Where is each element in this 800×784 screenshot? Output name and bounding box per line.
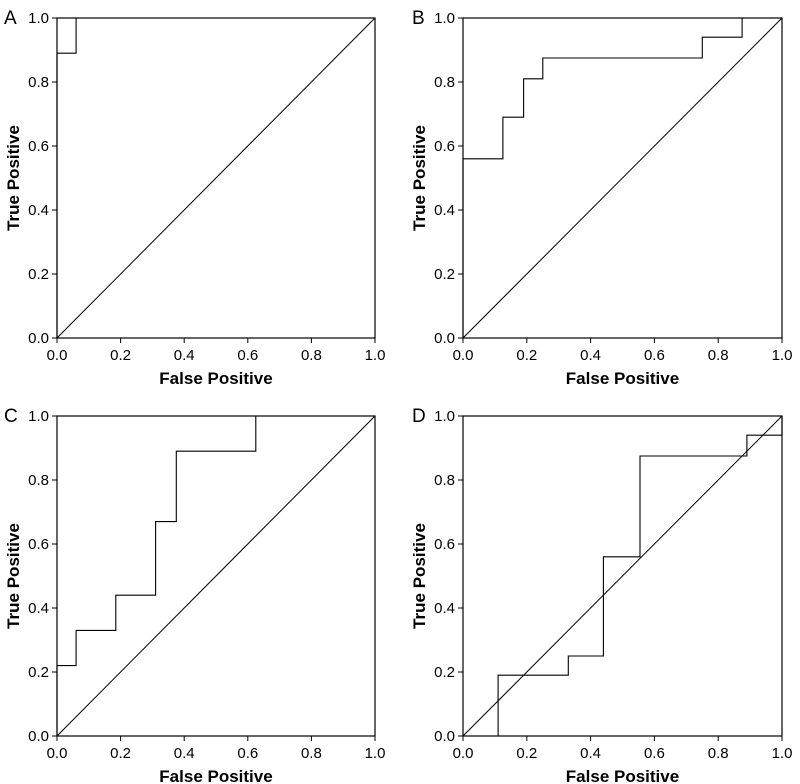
y-tick-label: 0.2: [28, 664, 49, 681]
x-tick-label: 0.2: [516, 347, 537, 364]
x-tick-label: 0.2: [110, 745, 131, 762]
x-tick-label: 0.0: [47, 347, 68, 364]
y-tick-label: 0.4: [434, 202, 455, 219]
roc-panel-a: A 0.0 0.2 0.4 0.6 0.8 1.0 0.0 0.2 0.4 0.6 0.8 1.0 Fal…: [4, 8, 385, 388]
x-tick-label: 0.8: [708, 745, 729, 762]
panel-label: A: [4, 8, 17, 29]
reference-diagonal-line: [462, 415, 783, 737]
x-tick-label: 1.0: [365, 347, 386, 364]
x-tick-label: 0.2: [516, 745, 537, 762]
x-tick-label: 1.0: [772, 347, 793, 364]
roc-curve: [56, 415, 375, 736]
y-tick-label: 0.2: [28, 266, 49, 283]
y-tick-label: 0.8: [28, 74, 49, 91]
y-tick-label: 1.0: [434, 10, 455, 27]
y-tick-label: 0.8: [434, 74, 455, 91]
roc-curve: [462, 17, 782, 338]
y-tick-label: 0.6: [28, 138, 49, 155]
x-tick-label: 1.0: [365, 745, 386, 762]
y-tick-label: 0.8: [434, 472, 455, 489]
x-tick-label: 0.4: [580, 745, 601, 762]
y-tick-label: 0.0: [434, 330, 455, 347]
y-tick-label: 1.0: [28, 10, 49, 27]
x-tick-label: 0.6: [644, 347, 665, 364]
roc-curve: [463, 416, 783, 737]
x-tick-label: 0.2: [110, 347, 131, 364]
x-tick-label: 0.0: [453, 745, 474, 762]
y-axis-title: True Positive: [4, 523, 23, 629]
x-tick-label: 0.0: [47, 745, 68, 762]
y-tick-label: 0.2: [434, 266, 455, 283]
roc-curve: [56, 17, 375, 338]
x-tick-label: 1.0: [772, 745, 793, 762]
roc-panel-b: B 0.0 0.2 0.4 0.6 0.8 1.0 0.0 0.2 0.4 0.6 0.8 1.0 Fal…: [410, 8, 792, 388]
x-tick-label: 0.8: [301, 745, 322, 762]
y-tick-label: 0.6: [434, 536, 455, 553]
x-tick-label: 0.6: [237, 745, 258, 762]
y-tick-label: 0.6: [434, 138, 455, 155]
y-tick-label: 0.2: [434, 664, 455, 681]
y-axis-title: True Positive: [410, 125, 429, 231]
x-tick-label: 0.4: [580, 347, 601, 364]
y-axis-title: True Positive: [410, 523, 429, 629]
y-tick-label: 0.8: [28, 472, 49, 489]
x-axis-title: False Positive: [566, 369, 679, 388]
y-tick-label: 0.4: [28, 202, 49, 219]
reference-diagonal-line: [462, 17, 783, 339]
x-axis-title: False Positive: [566, 767, 679, 784]
y-axis-title: True Positive: [4, 125, 23, 231]
plot-frame: [56, 415, 376, 737]
x-axis-title: False Positive: [159, 369, 272, 388]
y-tick-label: 1.0: [28, 408, 49, 425]
x-tick-label: 0.8: [301, 347, 322, 364]
x-tick-label: 0.0: [453, 347, 474, 364]
x-tick-label: 0.4: [174, 347, 195, 364]
reference-diagonal-line: [56, 17, 376, 339]
panel-label: C: [4, 406, 18, 427]
roc-panel-d: D 0.0 0.2 0.4 0.6 0.8 1.0 0.0 0.2 0.4 0.6 0.8 1.0 Fal…: [410, 406, 792, 784]
x-tick-label: 0.8: [708, 347, 729, 364]
x-tick-label: 0.4: [174, 745, 195, 762]
y-tick-label: 0.4: [28, 600, 49, 617]
reference-diagonal-line: [56, 415, 376, 737]
x-tick-label: 0.6: [237, 347, 258, 364]
roc-panel-c: C 0.0 0.2 0.4 0.6 0.8 1.0 0.0 0.2 0.4 0.6 0.8 1.0 Fal…: [4, 406, 385, 784]
plot-frame: [462, 415, 783, 737]
panel-label: B: [412, 8, 425, 29]
x-axis-title: False Positive: [159, 767, 272, 784]
y-tick-label: 0.0: [434, 728, 455, 745]
y-tick-label: 0.4: [434, 600, 455, 617]
panel-label: D: [412, 406, 426, 427]
y-tick-label: 1.0: [434, 408, 455, 425]
y-tick-label: 0.0: [28, 728, 49, 745]
x-tick-label: 0.6: [644, 745, 665, 762]
y-tick-label: 0.0: [28, 330, 49, 347]
y-tick-label: 0.6: [28, 536, 49, 553]
